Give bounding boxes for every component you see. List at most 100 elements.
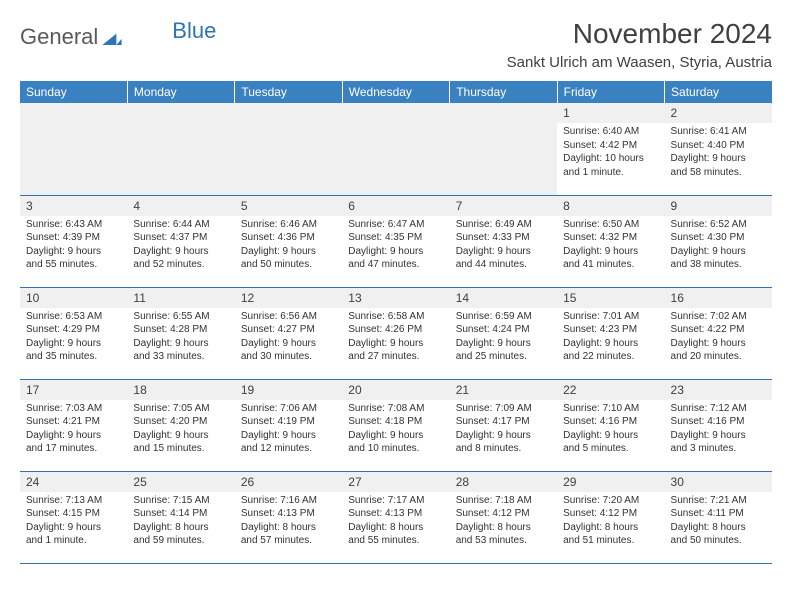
day-sunset: Sunset: 4:12 PM [563, 507, 658, 521]
day-number: 11 [127, 288, 234, 308]
day-detail: Sunrise: 6:49 AMSunset: 4:33 PMDaylight:… [450, 216, 557, 276]
day-day2: and 5 minutes. [563, 442, 658, 456]
day-day1: Daylight: 9 hours [456, 245, 551, 259]
logo-text-2: Blue [172, 18, 216, 44]
day-number: 12 [235, 288, 342, 308]
day-cell: 6Sunrise: 6:47 AMSunset: 4:35 PMDaylight… [342, 195, 449, 287]
day-cell [127, 103, 234, 195]
day-day1: Daylight: 9 hours [241, 245, 336, 259]
day-sunrise: Sunrise: 7:16 AM [241, 494, 336, 508]
day-detail: Sunrise: 7:10 AMSunset: 4:16 PMDaylight:… [557, 400, 664, 460]
day-sunset: Sunset: 4:15 PM [26, 507, 121, 521]
day-day1: Daylight: 9 hours [348, 337, 443, 351]
day-cell: 12 Sunrise: 6:56 AMSunset: 4:27 PMDayligh… [235, 287, 342, 379]
week-row: 1Sunrise: 6:40 AMSunset: 4:42 PMDaylight… [20, 103, 772, 195]
day-sunset: Sunset: 4:27 PM [241, 323, 336, 337]
day-number: 13 [342, 288, 449, 308]
day-number: 10 [20, 288, 127, 308]
day-cell: 29Sunrise: 7:20 AMSunset: 4:12 PMDayligh… [557, 471, 664, 563]
day-number: 1 [557, 103, 664, 123]
day-sunrise: Sunrise: 7:20 AM [563, 494, 658, 508]
day-sunset: Sunset: 4:20 PM [133, 415, 228, 429]
day-day1: Daylight: 9 hours [348, 245, 443, 259]
day-day1: Daylight: 9 hours [671, 429, 766, 443]
day-sunset: Sunset: 4:32 PM [563, 231, 658, 245]
day-number: 21 [450, 380, 557, 400]
dayname-5: Friday [557, 81, 664, 103]
day-number: 9 [665, 196, 772, 216]
day-sunrise: Sunrise: 6:55 AM [133, 310, 228, 324]
day-detail: Sunrise: 7:02 AMSunset: 4:22 PMDaylight:… [665, 308, 772, 368]
day-day1: Daylight: 9 hours [133, 245, 228, 259]
day-cell: 28Sunrise: 7:18 AMSunset: 4:12 PMDayligh… [450, 471, 557, 563]
day-detail: Sunrise: 7:12 AMSunset: 4:16 PMDaylight:… [665, 400, 772, 460]
day-cell: 27Sunrise: 7:17 AMSunset: 4:13 PMDayligh… [342, 471, 449, 563]
day-detail: Sunrise: 6:59 AMSunset: 4:24 PMDaylight:… [450, 308, 557, 368]
day-day2: and 33 minutes. [133, 350, 228, 364]
day-header-row: Sunday Monday Tuesday Wednesday Thursday… [20, 81, 772, 103]
day-day1: Daylight: 8 hours [133, 521, 228, 535]
day-cell: 26Sunrise: 7:16 AMSunset: 4:13 PMDayligh… [235, 471, 342, 563]
day-sunset: Sunset: 4:18 PM [348, 415, 443, 429]
day-day2: and 57 minutes. [241, 534, 336, 548]
day-number: 15 [557, 288, 664, 308]
day-detail: Sunrise: 7:20 AMSunset: 4:12 PMDaylight:… [557, 492, 664, 552]
day-number: 27 [342, 472, 449, 492]
day-day1: Daylight: 8 hours [563, 521, 658, 535]
day-detail: Sunrise: 7:13 AMSunset: 4:15 PMDaylight:… [20, 492, 127, 552]
day-sunrise: Sunrise: 6:53 AM [26, 310, 121, 324]
day-day1: Daylight: 9 hours [563, 429, 658, 443]
day-cell: 4Sunrise: 6:44 AMSunset: 4:37 PMDaylight… [127, 195, 234, 287]
day-sunrise: Sunrise: 7:06 AM [241, 402, 336, 416]
day-cell [20, 103, 127, 195]
day-detail: Sunrise: 6:44 AMSunset: 4:37 PMDaylight:… [127, 216, 234, 276]
day-sunset: Sunset: 4:29 PM [26, 323, 121, 337]
day-cell [450, 103, 557, 195]
logo: GeneralBlue [20, 24, 216, 50]
day-sunrise: Sunrise: 6:46 AM [241, 218, 336, 232]
day-cell [342, 103, 449, 195]
day-number: 30 [665, 472, 772, 492]
dayname-6: Saturday [665, 81, 772, 103]
day-detail: Sunrise: 6:47 AMSunset: 4:35 PMDaylight:… [342, 216, 449, 276]
day-sunrise: Sunrise: 7:21 AM [671, 494, 766, 508]
day-sunrise: Sunrise: 6:50 AM [563, 218, 658, 232]
day-sunset: Sunset: 4:12 PM [456, 507, 551, 521]
day-day1: Daylight: 9 hours [241, 337, 336, 351]
dayname-1: Monday [127, 81, 234, 103]
day-detail: Sunrise: 7:15 AMSunset: 4:14 PMDaylight:… [127, 492, 234, 552]
day-sunrise: Sunrise: 7:18 AM [456, 494, 551, 508]
day-cell: 22Sunrise: 7:10 AMSunset: 4:16 PMDayligh… [557, 379, 664, 471]
day-detail: Sunrise: 6:55 AMSunset: 4:28 PMDaylight:… [127, 308, 234, 368]
day-sunrise: Sunrise: 6:43 AM [26, 218, 121, 232]
day-day2: and 58 minutes. [671, 166, 766, 180]
day-sunset: Sunset: 4:11 PM [671, 507, 766, 521]
day-sunrise: Sunrise: 6:56 AM [241, 310, 336, 324]
day-day2: and 47 minutes. [348, 258, 443, 272]
day-cell: 3Sunrise: 6:43 AMSunset: 4:39 PMDaylight… [20, 195, 127, 287]
day-sunrise: Sunrise: 6:58 AM [348, 310, 443, 324]
day-sunset: Sunset: 4:40 PM [671, 139, 766, 153]
day-day1: Daylight: 9 hours [26, 429, 121, 443]
day-number: 22 [557, 380, 664, 400]
day-number: 16 [665, 288, 772, 308]
day-day1: Daylight: 9 hours [133, 337, 228, 351]
day-day1: Daylight: 9 hours [456, 337, 551, 351]
day-detail: Sunrise: 6:52 AMSunset: 4:30 PMDaylight:… [665, 216, 772, 276]
day-day1: Daylight: 8 hours [241, 521, 336, 535]
day-number: 3 [20, 196, 127, 216]
day-sunset: Sunset: 4:37 PM [133, 231, 228, 245]
day-cell: 1Sunrise: 6:40 AMSunset: 4:42 PMDaylight… [557, 103, 664, 195]
day-number: 8 [557, 196, 664, 216]
day-day2: and 41 minutes. [563, 258, 658, 272]
day-sunrise: Sunrise: 7:03 AM [26, 402, 121, 416]
day-day1: Daylight: 9 hours [671, 152, 766, 166]
day-sunrise: Sunrise: 7:13 AM [26, 494, 121, 508]
day-number: 6 [342, 196, 449, 216]
day-detail: Sunrise: 6:58 AMSunset: 4:26 PMDaylight:… [342, 308, 449, 368]
day-cell: 25Sunrise: 7:15 AMSunset: 4:14 PMDayligh… [127, 471, 234, 563]
day-day2: and 55 minutes. [348, 534, 443, 548]
day-cell: 30Sunrise: 7:21 AMSunset: 4:11 PMDayligh… [665, 471, 772, 563]
day-day2: and 27 minutes. [348, 350, 443, 364]
day-sunset: Sunset: 4:19 PM [241, 415, 336, 429]
